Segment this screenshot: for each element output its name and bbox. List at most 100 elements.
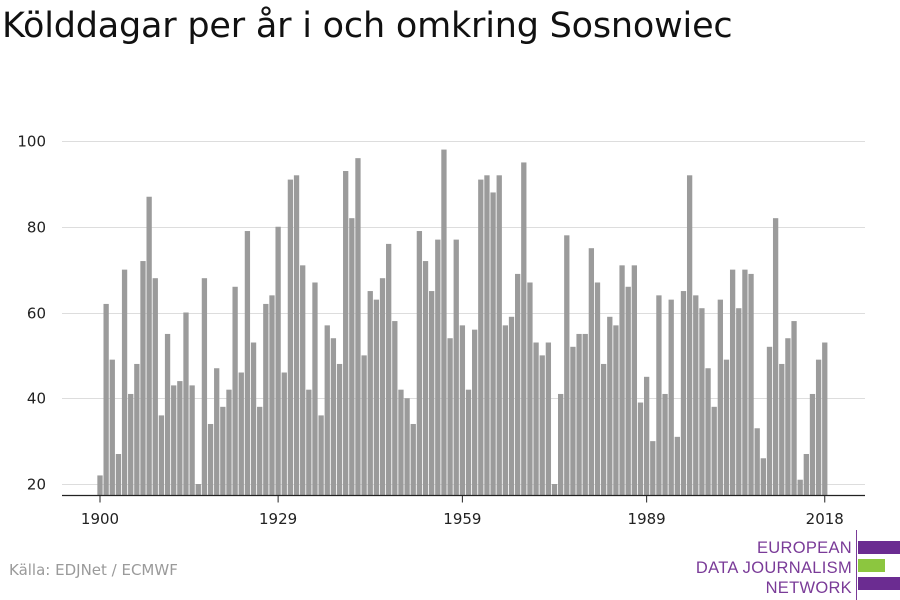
bar — [355, 158, 361, 496]
bar — [539, 355, 545, 496]
bar — [588, 248, 595, 496]
bar — [742, 269, 748, 496]
bar — [576, 333, 582, 496]
logo-line-3: NETWORK — [765, 579, 852, 597]
bar — [195, 484, 201, 496]
bar — [791, 321, 797, 496]
bar — [447, 338, 453, 496]
bar — [699, 308, 705, 496]
logo-line-2: DATA JOURNALISM — [695, 559, 852, 577]
bar — [177, 381, 183, 496]
bar — [207, 423, 214, 496]
bar — [570, 346, 576, 496]
bar — [723, 359, 730, 496]
bar — [521, 162, 527, 496]
bar — [189, 385, 195, 496]
x-tick-label: 2018 — [806, 510, 844, 528]
bar — [281, 372, 287, 496]
bar — [109, 359, 115, 496]
bar — [121, 269, 128, 496]
bar — [349, 218, 355, 496]
bar — [220, 406, 226, 496]
bar — [668, 299, 674, 496]
bar — [729, 269, 736, 496]
bar — [429, 291, 435, 496]
bar — [484, 175, 490, 496]
bar — [293, 175, 300, 496]
bar — [324, 325, 330, 496]
bar — [650, 441, 656, 496]
bar — [711, 406, 717, 496]
bar — [404, 398, 410, 496]
bar — [336, 363, 343, 496]
bar — [435, 239, 441, 496]
bar — [600, 363, 607, 496]
bar — [662, 393, 668, 496]
bar — [269, 295, 275, 496]
logo-line-1: EUROPEAN — [756, 539, 852, 557]
source-note: Källa: EDJNet / ECMWF — [9, 561, 178, 579]
y-tick-label: 80 — [27, 219, 46, 237]
bar — [398, 389, 404, 496]
bar — [410, 423, 416, 496]
bar — [502, 325, 509, 496]
bar — [386, 243, 392, 496]
bar — [613, 325, 619, 496]
logo-bar-purple-top — [858, 541, 900, 554]
bar — [115, 453, 122, 496]
bar — [201, 278, 208, 496]
bar — [754, 428, 760, 496]
bar — [238, 372, 244, 496]
bar — [508, 316, 515, 496]
bar — [551, 484, 558, 496]
logo-bar-purple-bottom — [858, 577, 900, 590]
bar — [392, 321, 398, 496]
bar — [379, 278, 386, 496]
bar — [183, 312, 189, 496]
bar — [797, 479, 803, 496]
bar — [306, 389, 312, 496]
bar — [250, 342, 257, 496]
bar — [607, 316, 613, 496]
bar — [496, 175, 502, 496]
bar — [693, 295, 699, 496]
bar — [527, 282, 533, 496]
bar — [625, 286, 631, 496]
bar — [631, 265, 637, 496]
bar — [103, 303, 109, 496]
bar — [705, 368, 711, 496]
y-tick-label: 40 — [27, 390, 46, 408]
logo-divider — [856, 530, 857, 600]
bar — [453, 239, 459, 496]
bar — [441, 149, 447, 496]
bar — [459, 325, 466, 496]
bar — [779, 363, 785, 496]
bar — [373, 299, 380, 496]
bar — [472, 329, 478, 496]
x-tick-labels: 1900 1929 1959 1989 2018 — [81, 495, 844, 528]
bar — [785, 338, 791, 496]
bar — [736, 308, 742, 496]
bar — [361, 355, 367, 496]
x-tick-label: 1989 — [628, 510, 666, 528]
bar — [772, 218, 779, 496]
bar — [146, 196, 152, 496]
bar — [515, 273, 521, 496]
bar — [558, 393, 564, 496]
bar — [257, 406, 263, 496]
bar — [490, 192, 496, 496]
bar — [226, 389, 232, 496]
bar — [760, 458, 766, 496]
bar — [158, 415, 165, 496]
bars — [97, 149, 828, 496]
bar — [330, 338, 337, 496]
y-tick-labels: 20 40 60 80 100 — [17, 133, 46, 494]
bar — [416, 231, 423, 496]
bar — [367, 291, 373, 496]
bar — [214, 368, 220, 496]
bar — [545, 342, 552, 496]
bar — [478, 179, 484, 496]
bar — [686, 175, 693, 496]
bar — [140, 261, 146, 496]
y-tick-label: 20 — [27, 476, 46, 494]
